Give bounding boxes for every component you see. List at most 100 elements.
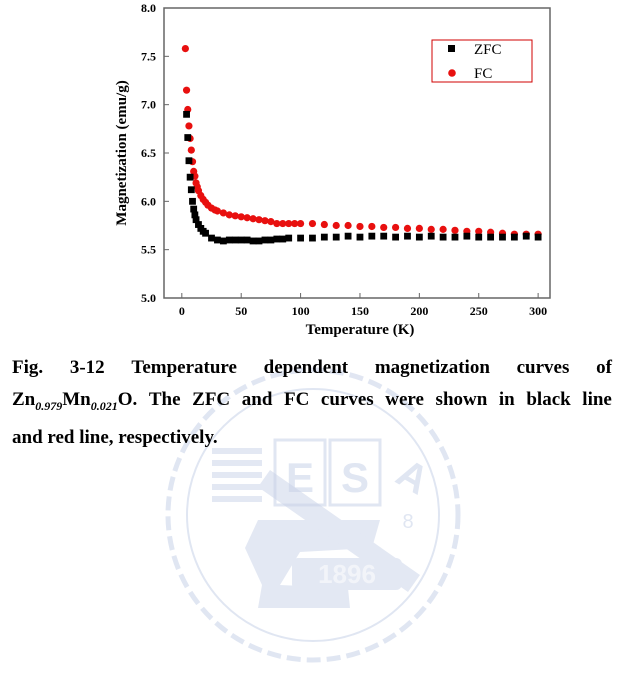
zfc-point (184, 134, 192, 141)
fc-point (320, 220, 328, 229)
caption-word: Fig. (12, 357, 44, 378)
zfc-point (451, 233, 459, 241)
zfc-point (510, 233, 518, 241)
zfc-point (332, 233, 340, 241)
fc-point (392, 223, 400, 232)
caption-word: ZFC (192, 389, 231, 410)
caption-word: dependent (263, 357, 349, 378)
fc-point (291, 219, 299, 228)
fc-point (255, 216, 263, 224)
fc-point (267, 218, 275, 226)
caption-word: Temperature (131, 357, 237, 378)
fc-point (439, 225, 447, 233)
zfc-point (195, 221, 202, 228)
zfc-point (249, 237, 257, 245)
magnetization-chart: 0 50 100 150 200 250 300 5.0 5.5 6.0 6.5 7.0 7.5 8.0… (114, 1, 551, 338)
zfc-point (185, 157, 193, 165)
fc-point (213, 207, 222, 215)
zfc-point (427, 232, 435, 240)
zfc-point (309, 234, 316, 242)
x-tick-label: 100 (292, 304, 310, 318)
caption-line-2: Zn0.979Mn0.021O. The ZFC and FC curves w… (12, 384, 612, 422)
zfc-point (183, 110, 190, 118)
y-tick-label: 6.0 (141, 194, 156, 208)
zfc-point (191, 211, 199, 219)
zfc-point (487, 233, 495, 241)
zfc-point (297, 234, 304, 242)
zfc-point (380, 232, 388, 240)
zfc-point (255, 237, 263, 245)
axis-ticks (164, 7, 539, 299)
zfc-point (404, 232, 411, 240)
fc-point (427, 225, 435, 233)
fc-point (249, 215, 257, 223)
zfc-point (243, 236, 251, 244)
fc-point (403, 224, 412, 232)
y-tick-label: 6.5 (141, 146, 156, 160)
x-tick-label: 250 (470, 304, 488, 318)
zfc-point (279, 235, 287, 243)
zfc-point (356, 233, 364, 241)
caption-word: The (148, 389, 181, 410)
y-tick-label: 8.0 (141, 1, 156, 15)
zfc-point (186, 173, 194, 181)
caption-word: curves (320, 389, 374, 410)
caption-word: were (385, 389, 424, 410)
caption-word: magnetization (374, 357, 490, 378)
y-tick-label: 5.0 (141, 291, 156, 305)
zfc-point (219, 237, 227, 245)
fc-point (187, 146, 195, 154)
fc-point (380, 223, 388, 232)
fc-point (243, 214, 251, 222)
fc-point (332, 221, 340, 230)
plot-frame (163, 7, 551, 299)
x-tick-label: 0 (179, 304, 185, 318)
zfc-point (475, 233, 483, 241)
watermark-mark: 8 (402, 511, 413, 533)
caption-word: of (596, 357, 612, 378)
zfc-point (192, 216, 200, 224)
fc-point (273, 219, 281, 228)
y-tick-labels: 5.0 5.5 6.0 6.5 7.0 7.5 8.0 (141, 1, 156, 305)
zfc-point (522, 232, 530, 240)
zfc-point (187, 186, 195, 194)
caption-word: curves (516, 357, 570, 378)
x-tick-label: 50 (235, 304, 247, 318)
fc-point (285, 219, 293, 228)
caption-line-3: and red line, respectively. (12, 426, 218, 448)
x-tick-label: 200 (410, 304, 428, 318)
fc-point (356, 222, 364, 231)
fc-point (279, 219, 287, 228)
watermark-letter-a: A (389, 451, 436, 504)
x-tick-label: 300 (529, 304, 547, 318)
fc-point (261, 217, 269, 225)
caption-word: black (526, 389, 571, 410)
zfc-point (237, 236, 245, 244)
zfc-point (214, 236, 221, 244)
caption-word: in (498, 389, 515, 410)
caption-word: 3-12 (69, 357, 105, 378)
fc-point (181, 45, 189, 53)
caption-line-1: Fig. 3-12 Temperature dependent magnetiz… (12, 352, 612, 384)
zfc-point (392, 233, 399, 241)
x-axis-label: Temperature (K) (306, 322, 415, 338)
fc-point (415, 224, 423, 232)
zfc-point (231, 236, 239, 244)
caption-word: and (241, 389, 273, 410)
caption-word: line (582, 389, 612, 410)
zfc-point (415, 233, 423, 241)
zfc-point (208, 234, 215, 242)
zfc-point (267, 236, 275, 244)
watermark-letter-s: S (341, 454, 369, 501)
fc-point (475, 227, 483, 235)
zfc-point (320, 233, 328, 241)
y-tick-label: 7.0 (141, 98, 156, 112)
fc-point (185, 122, 193, 130)
watermark-letter-e: E (286, 454, 314, 501)
zfc-point (463, 232, 471, 240)
legend: ZFC FC (431, 39, 533, 83)
zfc-point (225, 236, 233, 244)
caption-formula: Zn0.979Mn0.021O. (12, 389, 138, 413)
fc-point (344, 221, 352, 230)
zfc-point (285, 234, 293, 242)
